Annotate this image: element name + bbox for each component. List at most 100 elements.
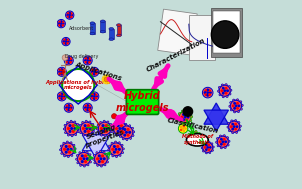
Circle shape [208, 144, 210, 146]
Circle shape [207, 95, 208, 96]
Circle shape [67, 43, 68, 44]
Circle shape [91, 71, 93, 72]
FancyArrowPatch shape [117, 112, 128, 123]
Circle shape [89, 60, 91, 61]
Circle shape [80, 158, 82, 160]
Circle shape [102, 161, 104, 163]
Circle shape [94, 71, 95, 72]
Text: Adsorbent: Adsorbent [69, 26, 95, 31]
Circle shape [68, 107, 69, 108]
Circle shape [210, 92, 211, 93]
Circle shape [181, 116, 183, 118]
Polygon shape [204, 103, 229, 124]
Circle shape [127, 134, 129, 136]
Circle shape [102, 155, 104, 157]
Circle shape [222, 141, 223, 143]
Circle shape [119, 128, 120, 129]
Polygon shape [111, 120, 128, 137]
Circle shape [90, 67, 99, 76]
Bar [211, 8, 242, 57]
Circle shape [63, 23, 64, 24]
FancyArrowPatch shape [153, 70, 165, 89]
Circle shape [233, 126, 235, 127]
Circle shape [59, 25, 60, 26]
Circle shape [204, 147, 206, 148]
Circle shape [225, 88, 227, 89]
Circle shape [227, 90, 228, 91]
Circle shape [69, 12, 70, 14]
Circle shape [57, 92, 66, 101]
Circle shape [66, 11, 74, 19]
Circle shape [183, 114, 184, 115]
Circle shape [206, 149, 207, 150]
Circle shape [86, 128, 88, 129]
Circle shape [111, 114, 117, 119]
FancyBboxPatch shape [126, 90, 159, 114]
Circle shape [195, 140, 197, 141]
Circle shape [87, 105, 88, 106]
Bar [101, 21, 105, 32]
Circle shape [59, 97, 61, 99]
Circle shape [62, 69, 94, 101]
Circle shape [205, 94, 207, 95]
Circle shape [223, 88, 224, 89]
Circle shape [59, 70, 61, 71]
Circle shape [207, 147, 208, 148]
Circle shape [66, 109, 68, 110]
Circle shape [63, 94, 64, 95]
Circle shape [61, 74, 63, 75]
Circle shape [96, 71, 97, 72]
Circle shape [85, 105, 87, 107]
Circle shape [209, 90, 210, 91]
Circle shape [57, 67, 66, 76]
Circle shape [68, 41, 69, 42]
Circle shape [120, 130, 122, 132]
Circle shape [62, 55, 68, 60]
Bar [214, 11, 240, 53]
Circle shape [197, 137, 198, 139]
Circle shape [84, 130, 86, 132]
Circle shape [63, 73, 64, 74]
Circle shape [66, 107, 67, 108]
Circle shape [91, 96, 93, 97]
Circle shape [179, 111, 191, 123]
Circle shape [64, 148, 66, 150]
Circle shape [70, 107, 72, 108]
Circle shape [105, 130, 107, 132]
Circle shape [124, 134, 126, 136]
Ellipse shape [117, 34, 121, 37]
Circle shape [230, 100, 242, 111]
Polygon shape [59, 141, 76, 158]
Polygon shape [216, 135, 230, 149]
Circle shape [183, 130, 185, 132]
Polygon shape [79, 120, 95, 137]
Circle shape [86, 158, 88, 160]
Circle shape [98, 161, 100, 163]
Ellipse shape [109, 38, 114, 40]
Circle shape [74, 128, 76, 129]
Bar [158, 9, 197, 55]
Circle shape [84, 125, 86, 127]
Circle shape [232, 128, 233, 130]
Circle shape [85, 161, 86, 163]
Ellipse shape [101, 30, 105, 33]
Polygon shape [229, 99, 243, 113]
Circle shape [235, 128, 236, 130]
Circle shape [92, 94, 93, 95]
Circle shape [183, 119, 184, 121]
Circle shape [64, 56, 73, 65]
Circle shape [107, 128, 109, 129]
Circle shape [70, 148, 72, 150]
Circle shape [94, 98, 95, 99]
Circle shape [95, 153, 107, 165]
Circle shape [63, 96, 65, 97]
Circle shape [237, 108, 238, 109]
Circle shape [65, 146, 67, 147]
Circle shape [114, 122, 126, 135]
Circle shape [114, 146, 115, 147]
Circle shape [71, 16, 72, 17]
Circle shape [69, 151, 70, 153]
Circle shape [83, 103, 92, 112]
Ellipse shape [117, 24, 121, 26]
Circle shape [69, 130, 71, 132]
